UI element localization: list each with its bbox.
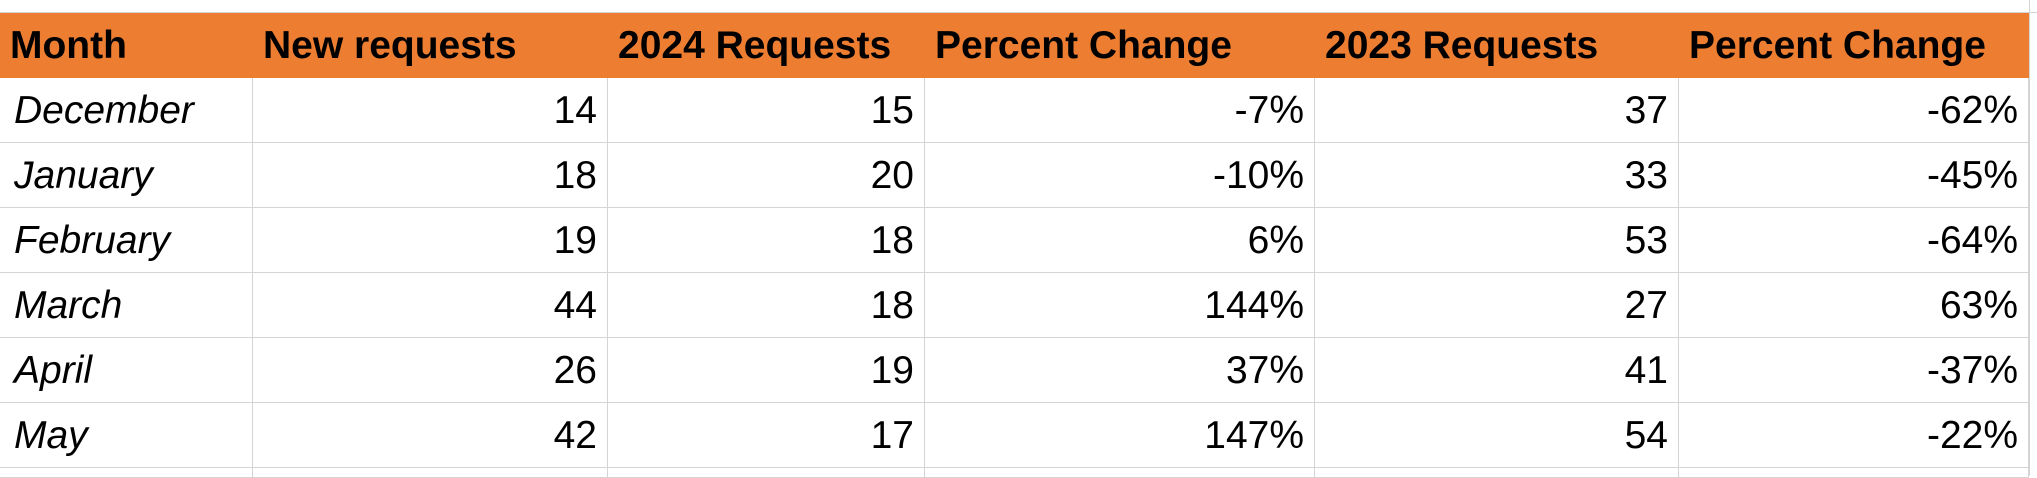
header-cell[interactable]: Percent Change [925, 13, 1315, 78]
value-cell[interactable]: 144% [925, 273, 1315, 338]
value-cell[interactable]: 6% [925, 208, 1315, 273]
month-cell[interactable]: April [0, 338, 253, 403]
month-cell[interactable]: February [0, 208, 253, 273]
value-cell[interactable]: 53 [1315, 208, 1679, 273]
value-cell[interactable]: 147% [925, 403, 1315, 468]
value-cell[interactable]: -62% [1679, 78, 2029, 143]
month-cell[interactable]: May [0, 403, 253, 468]
value-cell[interactable]: 44 [253, 273, 608, 338]
value-cell[interactable]: -64% [1679, 208, 2029, 273]
month-cell[interactable]: December [0, 78, 253, 143]
header-cell[interactable]: 2024 Requests [608, 13, 925, 78]
value-cell[interactable]: 37 [1315, 78, 1679, 143]
value-cell[interactable]: 37% [925, 338, 1315, 403]
empty-cell[interactable] [1679, 468, 2029, 478]
value-cell[interactable]: -7% [925, 78, 1315, 143]
value-cell[interactable]: -10% [925, 143, 1315, 208]
month-cell[interactable]: March [0, 273, 253, 338]
value-cell[interactable]: -45% [1679, 143, 2029, 208]
value-cell[interactable]: -37% [1679, 338, 2029, 403]
value-cell[interactable]: 42 [253, 403, 608, 468]
month-cell[interactable]: January [0, 143, 253, 208]
value-cell[interactable]: 18 [608, 208, 925, 273]
grid-line [2029, 0, 2030, 476]
value-cell[interactable]: 63% [1679, 273, 2029, 338]
value-cell[interactable]: 19 [253, 208, 608, 273]
value-cell[interactable]: 18 [253, 143, 608, 208]
value-cell[interactable]: 27 [1315, 273, 1679, 338]
value-cell[interactable]: 15 [608, 78, 925, 143]
value-cell[interactable]: 19 [608, 338, 925, 403]
empty-cell[interactable] [0, 468, 253, 478]
grid-line [0, 12, 2037, 13]
header-cell[interactable]: 2023 Requests [1315, 13, 1679, 78]
header-cell[interactable]: Month [0, 13, 253, 78]
empty-cell[interactable] [925, 468, 1315, 478]
empty-cell[interactable] [608, 468, 925, 478]
empty-cell[interactable] [1315, 468, 1679, 478]
value-cell[interactable]: 54 [1315, 403, 1679, 468]
value-cell[interactable]: 14 [253, 78, 608, 143]
value-cell[interactable]: 18 [608, 273, 925, 338]
value-cell[interactable]: 41 [1315, 338, 1679, 403]
empty-cell[interactable] [253, 468, 608, 478]
header-cell[interactable]: New requests [253, 13, 608, 78]
value-cell[interactable]: 33 [1315, 143, 1679, 208]
header-cell[interactable]: Percent Change [1679, 13, 2029, 78]
value-cell[interactable]: 17 [608, 403, 925, 468]
value-cell[interactable]: -22% [1679, 403, 2029, 468]
value-cell[interactable]: 26 [253, 338, 608, 403]
value-cell[interactable]: 20 [608, 143, 925, 208]
